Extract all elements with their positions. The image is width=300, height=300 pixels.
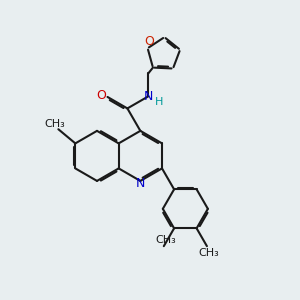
Text: H: H (154, 97, 163, 106)
Text: CH₃: CH₃ (155, 235, 176, 245)
Text: O: O (97, 89, 106, 102)
Text: N: N (144, 90, 153, 104)
Text: CH₃: CH₃ (44, 119, 65, 129)
Text: N: N (136, 177, 145, 190)
Text: O: O (144, 35, 154, 48)
Text: CH₃: CH₃ (198, 248, 219, 258)
